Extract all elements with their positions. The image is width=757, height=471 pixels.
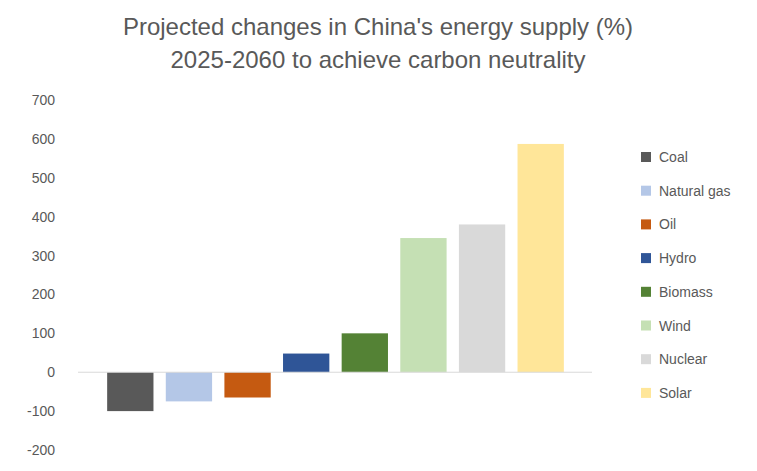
- bar: [459, 224, 505, 372]
- legend-label: Natural gas: [659, 183, 731, 199]
- legend-label: Nuclear: [659, 351, 708, 367]
- legend-label: Wind: [659, 318, 691, 334]
- legend-swatch: [641, 321, 651, 331]
- chart-container: Projected changes in China's energy supp…: [0, 0, 757, 471]
- chart-title: 2025-2060 to achieve carbon neutrality: [171, 46, 586, 73]
- y-tick-label: 500: [32, 170, 56, 186]
- bar: [107, 372, 153, 411]
- chart-title: Projected changes in China's energy supp…: [123, 13, 633, 40]
- legend-swatch: [641, 219, 651, 229]
- y-tick-label: 0: [47, 364, 55, 380]
- y-tick-label: -100: [27, 403, 55, 419]
- legend-swatch: [641, 152, 651, 162]
- legend-swatch: [641, 388, 651, 398]
- legend-label: Oil: [659, 216, 676, 232]
- legend-swatch: [641, 354, 651, 364]
- y-tick-label: -200: [27, 442, 55, 458]
- y-tick-label: 100: [32, 325, 56, 341]
- bar: [283, 354, 329, 373]
- legend-swatch: [641, 186, 651, 196]
- x-axis-line: [78, 372, 592, 373]
- legend-label: Coal: [659, 149, 688, 165]
- y-tick-label: 700: [32, 92, 56, 108]
- chart-svg: Projected changes in China's energy supp…: [0, 0, 757, 471]
- bars: [107, 144, 564, 411]
- legend: Coal Natural gas Oil Hydro Biomass Wind Nuclea…: [641, 149, 731, 401]
- bar: [166, 372, 212, 401]
- y-tick-label: 600: [32, 131, 56, 147]
- legend-swatch: [641, 287, 651, 297]
- bar: [400, 238, 446, 372]
- y-tick-label: 200: [32, 286, 56, 302]
- bar: [224, 372, 270, 397]
- bar: [518, 144, 564, 372]
- legend-swatch: [641, 253, 651, 263]
- y-tick-label: 300: [32, 248, 56, 264]
- y-tick-label: 400: [32, 209, 56, 225]
- legend-label: Solar: [659, 385, 692, 401]
- bar: [342, 333, 388, 372]
- legend-label: Hydro: [659, 250, 697, 266]
- legend-label: Biomass: [659, 284, 713, 300]
